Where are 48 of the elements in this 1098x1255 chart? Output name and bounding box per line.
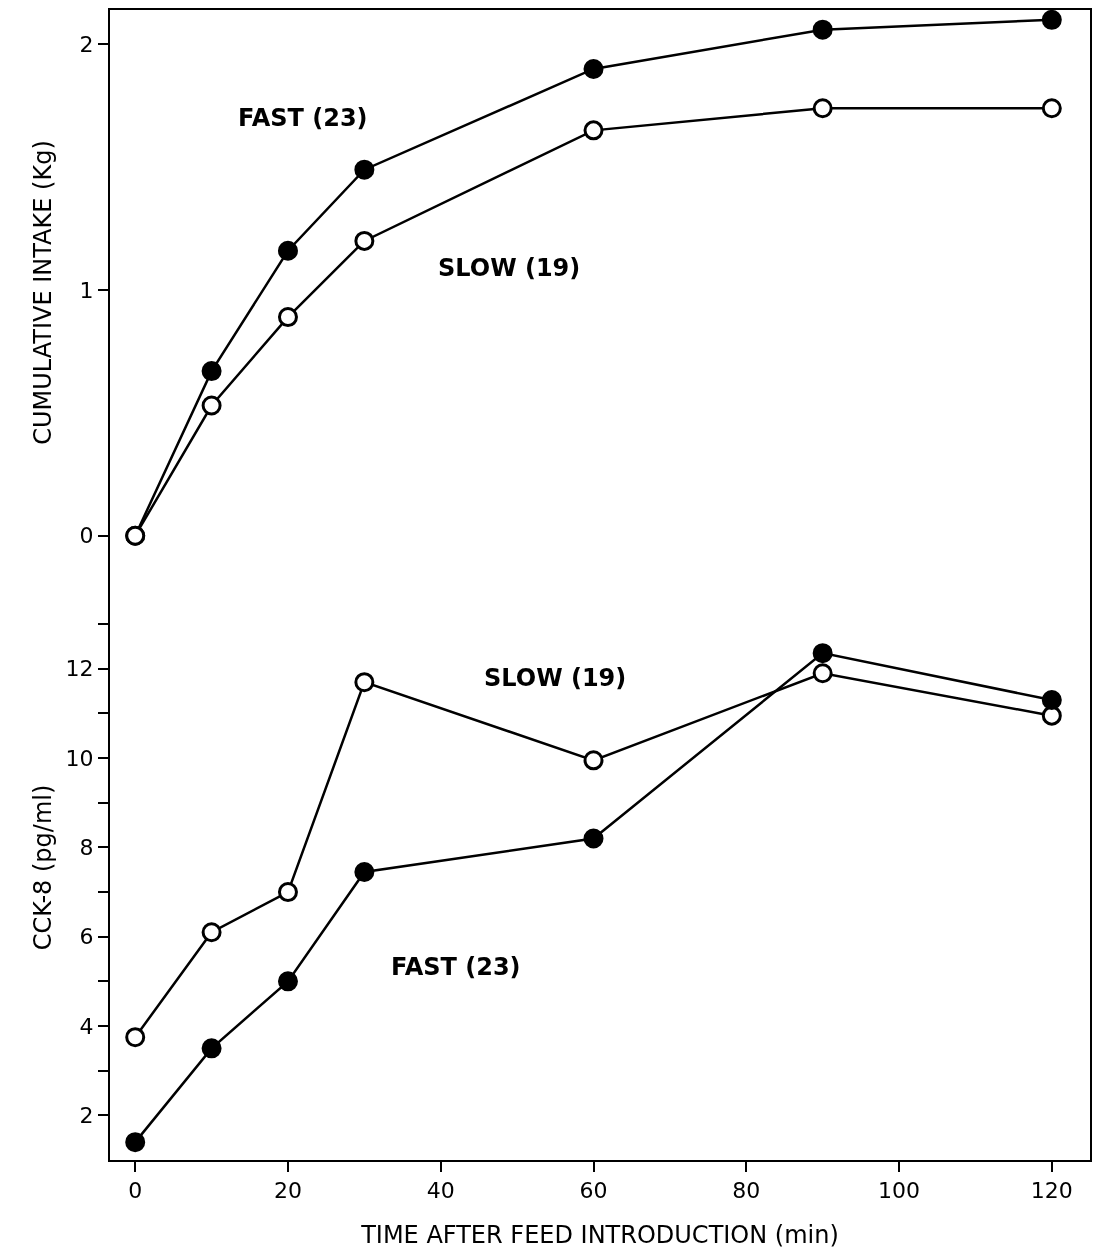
point [354,672,375,693]
point [277,307,298,328]
y-tick-label: 1 [79,277,94,303]
point [1041,98,1062,119]
point [1041,9,1062,30]
x-tick-label: 100 [878,1178,921,1204]
y-tick-label: 4 [79,1013,94,1039]
x-tick-label: 120 [1030,1178,1073,1204]
point [354,861,375,882]
point [201,395,222,416]
y-tick-label: 8 [79,835,94,861]
y-tick-label: 6 [79,924,94,950]
point [583,120,604,141]
point [125,1132,146,1153]
series-label: SLOW (19) [484,664,627,692]
point [812,663,833,684]
y-tick-label: 10 [65,745,94,771]
y-tick-label: 2 [79,32,94,58]
point [354,159,375,180]
x-tick-label: 80 [732,1178,761,1204]
y-tick-label: 12 [65,656,94,682]
point [583,750,604,771]
y-axis-title: CUMULATIVE INTAKE (Kg) [29,140,57,445]
point [1041,690,1062,711]
point [812,98,833,119]
point [201,922,222,943]
x-tick-label: 60 [579,1178,608,1204]
point [812,19,833,40]
point [125,1027,146,1048]
y-tick-label: 0 [79,523,94,549]
x-tick-label: 40 [426,1178,455,1204]
y-axis-title: CCK-8 (pg/ml) [29,784,57,951]
x-axis-title: TIME AFTER FEED INTRODUCTION (min) [360,1221,839,1249]
series-label: FAST (23) [238,104,368,132]
x-tick-label: 20 [273,1178,302,1204]
point [583,58,604,79]
series-label: SLOW (19) [438,254,581,282]
point [201,1038,222,1059]
point [583,828,604,849]
point [812,643,833,664]
point [277,882,298,903]
point [277,240,298,261]
point [277,971,298,992]
point [354,230,375,251]
text: FAST (23) [391,953,521,981]
point [201,361,222,382]
y-tick-label: 2 [79,1103,94,1129]
x-tick-label: 0 [128,1178,143,1204]
